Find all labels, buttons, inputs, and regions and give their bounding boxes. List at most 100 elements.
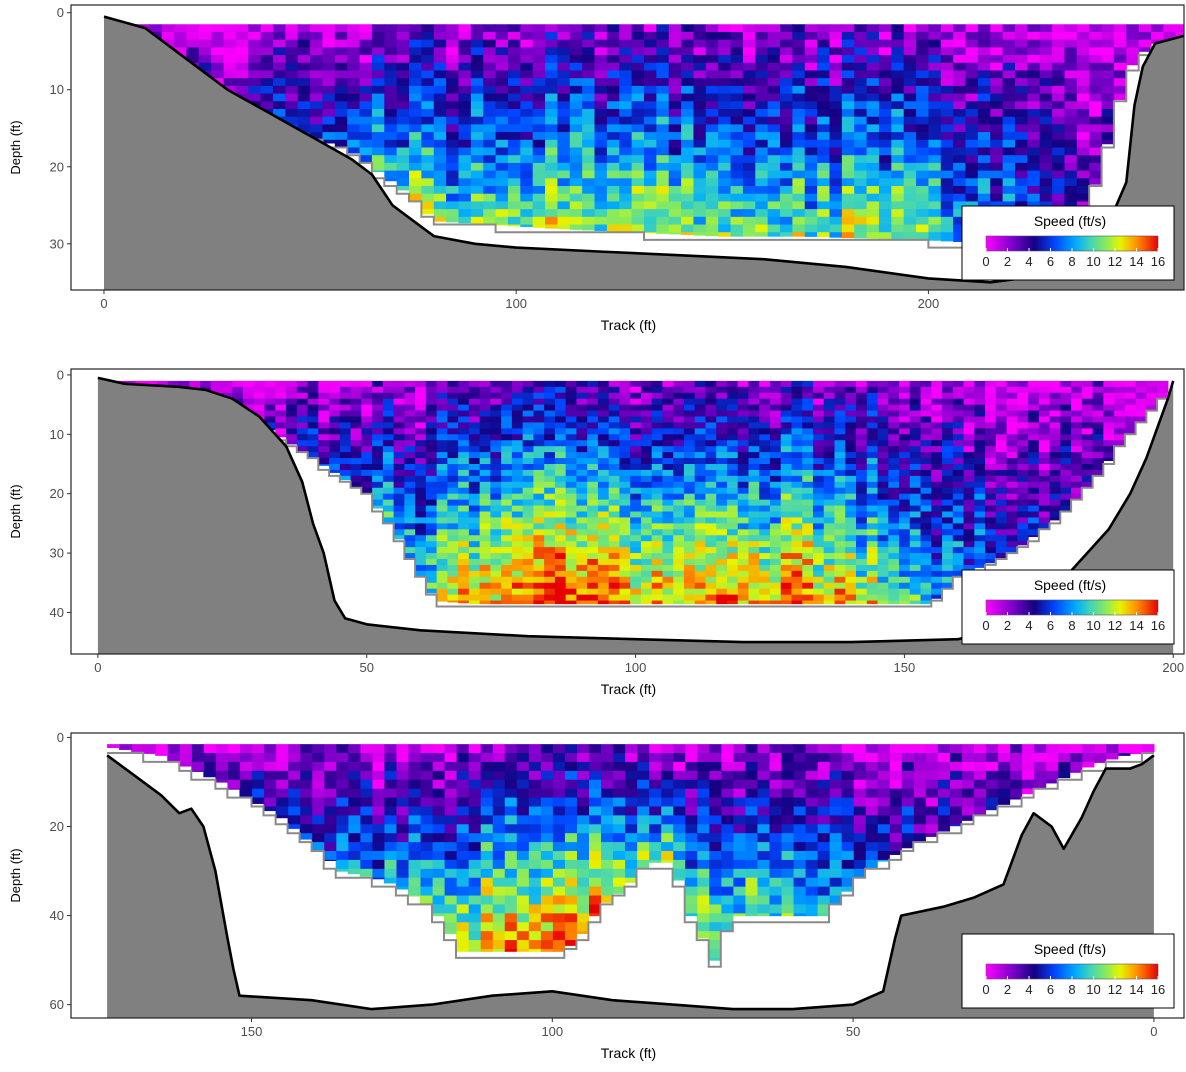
velocity-cell — [931, 571, 942, 578]
velocity-cell — [706, 140, 719, 148]
velocity-cell — [619, 109, 632, 117]
velocity-cell — [1077, 148, 1090, 156]
velocity-cell — [1027, 94, 1040, 102]
velocity-cell — [545, 163, 558, 171]
velocity-cell — [630, 446, 641, 453]
velocity-cell — [555, 399, 566, 406]
velocity-cell — [644, 171, 657, 179]
velocity-cell — [673, 571, 684, 578]
velocity-cell — [817, 217, 830, 225]
velocity-cell — [829, 744, 842, 754]
velocity-cell — [985, 458, 996, 465]
velocity-cell — [770, 547, 781, 554]
velocity-cell — [545, 47, 558, 55]
velocity-cell — [673, 470, 684, 477]
velocity-cell — [921, 482, 932, 489]
velocity-cell — [792, 24, 805, 32]
velocity-cell — [780, 70, 793, 78]
velocity-cell — [824, 529, 835, 536]
velocity-cell — [426, 529, 437, 536]
velocity-cell — [856, 565, 867, 572]
velocity-cell — [437, 559, 448, 566]
velocity-cell — [904, 140, 917, 148]
velocity-cell — [780, 171, 793, 179]
velocity-cell — [261, 55, 274, 63]
velocity-cell — [845, 595, 856, 602]
velocity-cell — [232, 387, 243, 394]
velocity-cell — [695, 595, 706, 602]
velocity-cell — [1089, 78, 1102, 86]
velocity-cell — [878, 517, 889, 524]
velocity-cell — [709, 860, 722, 870]
velocity-cell — [469, 506, 480, 513]
velocity-cell — [824, 577, 835, 584]
velocity-cell — [434, 132, 447, 140]
velocity-cell — [609, 595, 620, 602]
velocity-cell — [824, 589, 835, 596]
velocity-cell — [458, 124, 471, 132]
velocity-cell — [595, 225, 608, 231]
velocity-cell — [780, 217, 793, 225]
velocity-cell — [921, 559, 932, 566]
velocity-cell — [437, 464, 448, 471]
velocity-cell — [404, 517, 415, 524]
velocity-cell — [308, 422, 319, 429]
velocity-cell — [533, 517, 544, 524]
velocity-cell — [458, 387, 469, 394]
velocity-cell — [835, 577, 846, 584]
velocity-cell — [520, 209, 533, 217]
velocity-cell — [512, 541, 523, 548]
velocity-cell — [609, 535, 620, 542]
velocity-cell — [447, 440, 458, 447]
velocity-cell — [695, 428, 706, 435]
velocity-cell — [718, 132, 731, 140]
velocity-cell — [520, 117, 533, 125]
velocity-cell — [243, 381, 254, 388]
velocity-cell — [878, 565, 889, 572]
velocity-cell — [490, 381, 501, 388]
velocity-cell — [684, 446, 695, 453]
velocity-cell — [544, 417, 555, 424]
velocity-cell — [351, 464, 362, 471]
velocity-cell — [308, 446, 319, 453]
velocity-cell — [964, 535, 975, 542]
velocity-cell — [769, 833, 782, 843]
velocity-cell — [347, 32, 360, 40]
velocity-cell — [437, 476, 448, 483]
velocity-cell — [770, 553, 781, 560]
velocity-cell — [533, 178, 546, 186]
velocity-cell — [641, 470, 652, 477]
velocity-cell — [985, 500, 996, 507]
velocity-cell — [566, 464, 577, 471]
velocity-cell — [867, 434, 878, 441]
velocity-cell — [845, 417, 856, 424]
velocity-cell — [557, 101, 570, 109]
velocity-cell — [335, 109, 348, 117]
velocity-cell — [770, 411, 781, 418]
velocity-cell — [523, 417, 534, 424]
velocity-cell — [446, 117, 459, 125]
velocity-cell — [921, 476, 932, 483]
velocity-cell — [780, 186, 793, 194]
velocity-cell — [582, 209, 595, 217]
velocity-cell — [361, 393, 372, 400]
velocity-cell — [743, 140, 756, 148]
velocity-cell — [397, 178, 410, 186]
velocity-cell — [1125, 411, 1136, 418]
velocity-cell — [582, 47, 595, 55]
velocity-cell — [681, 47, 694, 55]
velocity-cell — [817, 171, 830, 179]
velocity-cell — [496, 186, 509, 194]
velocity-cell — [641, 523, 652, 530]
velocity-cell — [738, 512, 749, 519]
velocity-cell — [335, 132, 348, 140]
velocity-cell — [632, 163, 645, 171]
velocity-cell — [716, 559, 727, 566]
velocity-cell — [644, 70, 657, 78]
velocity-cell — [520, 194, 533, 202]
velocity-cell — [1039, 464, 1050, 471]
velocity-cell — [673, 381, 684, 388]
velocity-cell — [845, 601, 856, 605]
velocity-cell — [733, 842, 746, 852]
velocity-cell — [928, 109, 941, 117]
